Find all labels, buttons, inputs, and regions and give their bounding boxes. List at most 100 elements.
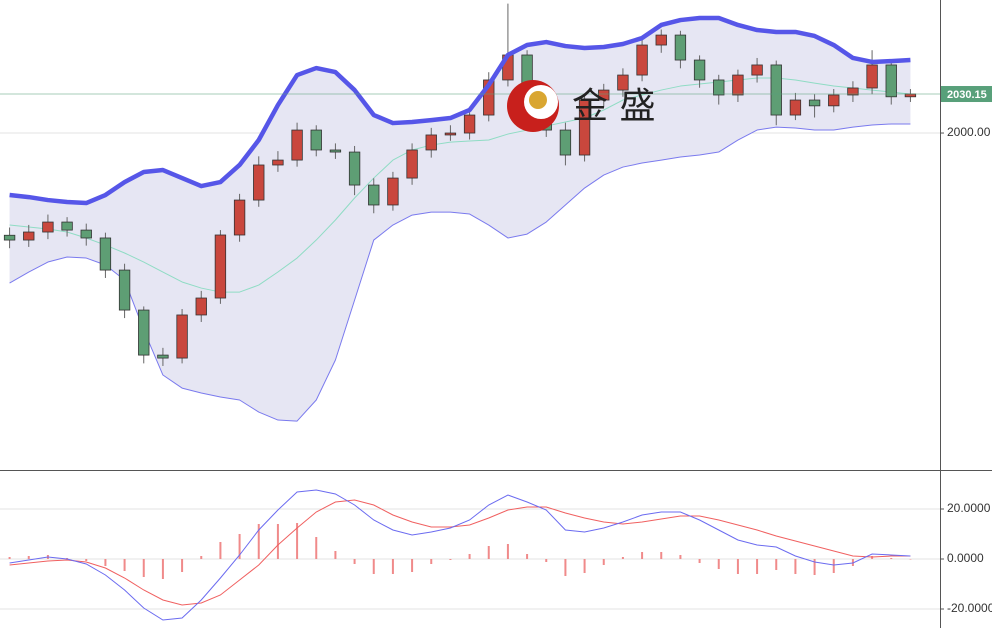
candle-body (732, 74, 744, 96)
histogram-bar (85, 559, 88, 561)
candle-body (310, 129, 322, 151)
histogram-bar (545, 559, 548, 562)
candle-body (195, 297, 207, 316)
watermark-text: 金 盛 (572, 86, 655, 127)
candle-body (3, 234, 16, 241)
histogram-bar (602, 559, 605, 565)
histogram-bar (391, 559, 394, 574)
histogram-bar (660, 552, 663, 559)
candle-body (751, 64, 763, 76)
histogram-bar (276, 524, 279, 559)
candle-body (885, 64, 897, 98)
histogram-bar (468, 554, 471, 559)
candle-body (291, 129, 303, 161)
histogram-bar (27, 556, 30, 559)
histogram-bar (756, 559, 759, 574)
histogram-bar (621, 557, 624, 559)
histogram-bar (794, 559, 797, 574)
last-price-label: 2030.15 (947, 89, 987, 101)
candle-body (406, 149, 418, 179)
axis-labels: 2000.00 2030.15 20.0000 0.0000 -20.0000 (940, 86, 992, 615)
histogram-bar (430, 559, 433, 564)
histogram-bar (200, 556, 203, 559)
histogram-bar (8, 557, 11, 559)
histogram-bar (698, 559, 701, 563)
candle-body (368, 184, 380, 206)
y-tick-label: 2000.00 (947, 125, 991, 139)
histogram-bar (736, 559, 739, 574)
histogram-bar (104, 559, 107, 566)
histogram-bar (890, 558, 893, 559)
histogram-bar (334, 551, 337, 559)
candle-body (253, 164, 265, 201)
histogram-bar (564, 559, 567, 576)
candle-body (713, 79, 725, 96)
macd-pane (0, 489, 940, 621)
candle-body (61, 221, 73, 231)
candle-body (272, 159, 284, 166)
candle-body (483, 79, 495, 116)
candle-body (80, 229, 92, 239)
band-lower (9, 123, 911, 422)
candle-body (444, 132, 457, 136)
histogram-bar (909, 559, 912, 560)
y-tick-label: 0.0000 (947, 551, 984, 565)
candle-body (847, 87, 859, 96)
histogram-bar (679, 555, 682, 559)
band-middle (9, 77, 911, 293)
histogram-bar (161, 559, 164, 579)
candle-body (118, 269, 131, 311)
candle-body (42, 221, 54, 233)
candle-body (828, 94, 840, 107)
candle-body (463, 114, 476, 134)
histogram-bar (583, 559, 586, 573)
candle-body (808, 99, 821, 107)
histogram-bar (238, 534, 241, 559)
candle-body (214, 234, 227, 299)
candle-body (559, 129, 572, 156)
histogram-bar (775, 559, 778, 570)
candle-body (904, 93, 917, 98)
candle-body (617, 74, 629, 91)
histogram-bar (506, 544, 509, 559)
band-upper (9, 15, 911, 206)
dif-line (9, 489, 911, 621)
candle-body (23, 231, 35, 241)
y-tick-label: 20.0000 (947, 501, 991, 515)
histogram-bar (641, 552, 644, 559)
candle-body (138, 309, 150, 356)
candle-body (99, 237, 112, 271)
candle-body (789, 99, 802, 116)
y-tick-label: -20.0000 (947, 601, 992, 615)
candle-body (425, 134, 437, 151)
logo-coin (529, 91, 547, 109)
candle-body (157, 354, 169, 359)
histogram-bar (296, 523, 299, 559)
price-pane (0, 3, 940, 422)
candle-body (866, 64, 878, 89)
histogram-bar (181, 559, 184, 572)
candle-body (233, 199, 246, 236)
last-price-box (941, 86, 992, 103)
histogram-bar (449, 559, 452, 560)
histogram-bar (832, 559, 835, 573)
candle-body (329, 149, 342, 153)
histogram-bar (411, 559, 414, 572)
candle-body (636, 44, 648, 76)
histogram-bar (315, 537, 318, 559)
candle-body (770, 64, 782, 116)
histogram-bar (219, 542, 222, 559)
histogram-bar (353, 559, 356, 564)
candle-body (598, 89, 610, 101)
candle-body (674, 34, 687, 61)
dea-line (9, 499, 911, 606)
histogram-bar (257, 524, 260, 559)
histogram-bar (717, 559, 720, 569)
histogram-bar (526, 554, 529, 559)
candle-body (693, 59, 706, 81)
watermark-logo: 金 盛 (507, 80, 655, 132)
histogram-bar (142, 559, 145, 577)
candle-body (176, 314, 188, 359)
candle-body (387, 177, 399, 206)
